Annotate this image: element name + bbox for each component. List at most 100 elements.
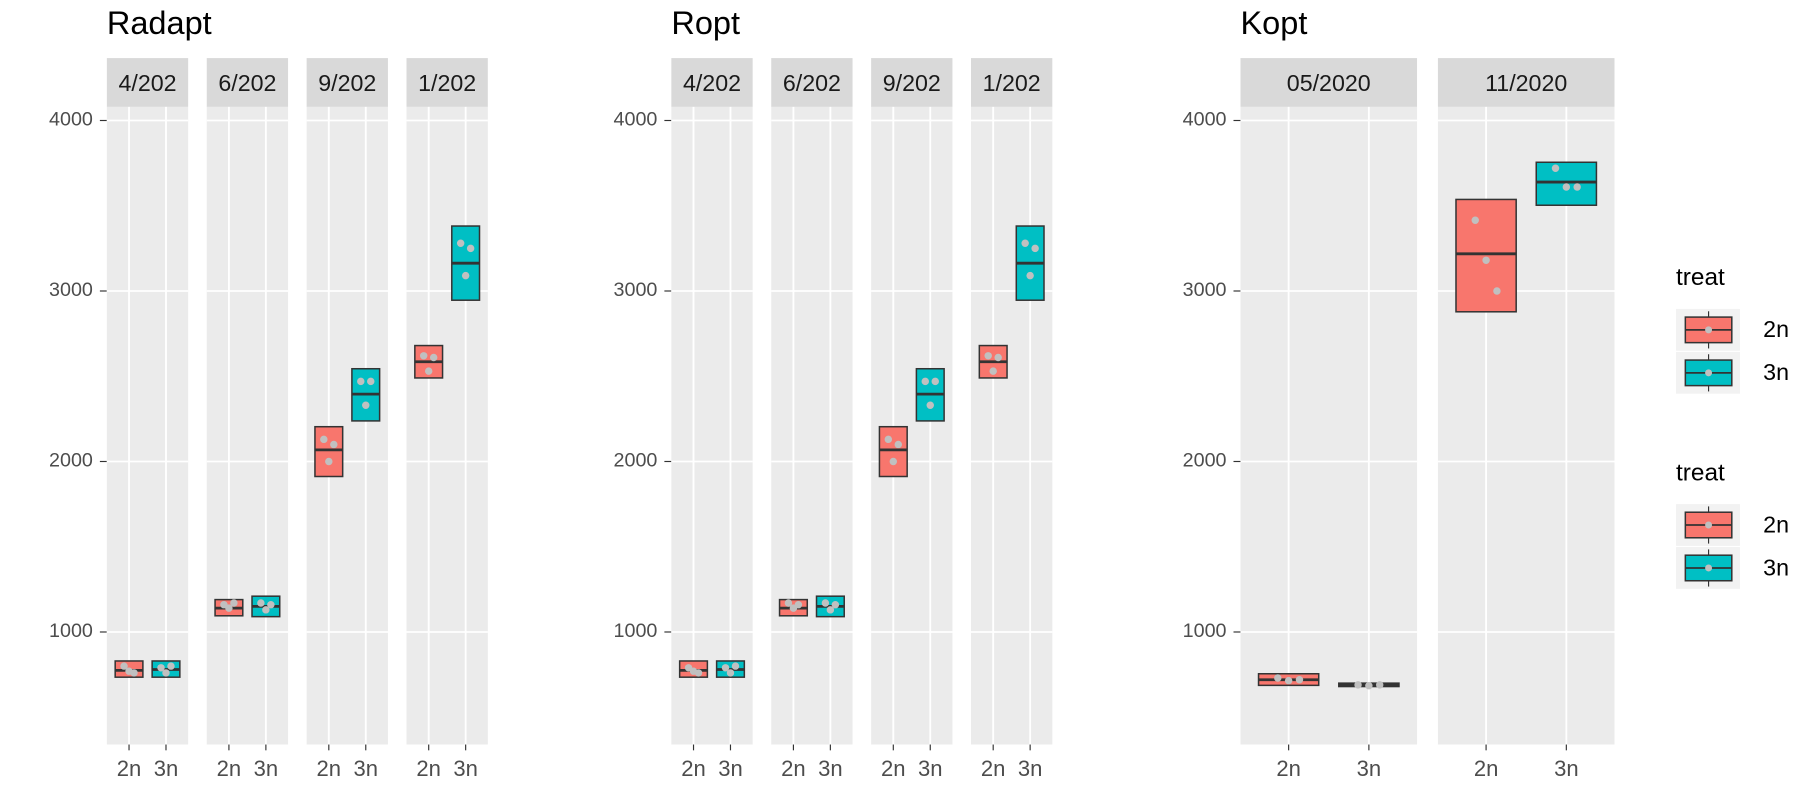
x-tick-label: 3n — [918, 756, 943, 781]
point — [424, 367, 433, 375]
strip-background — [771, 58, 853, 107]
point — [994, 353, 1002, 362]
point — [1021, 239, 1029, 247]
x-tick-label: 2n — [781, 756, 806, 781]
y-tick-label: 2000 — [49, 450, 93, 472]
y-tick-label: 3000 — [49, 279, 93, 301]
plot-area: Radapt 1000 2000 3000 4000 4/202 2n 3n 6/202 2n 3n… — [49, 5, 1789, 781]
panel-background — [871, 106, 953, 745]
strip-label: 6/202 — [783, 70, 841, 96]
chart-title: Ropt — [671, 5, 740, 41]
y-tick-label: 1000 — [1183, 620, 1227, 642]
x-tick-label: 2n — [1474, 756, 1499, 781]
strip-background — [871, 58, 953, 107]
x-tick-label: 3n — [453, 756, 478, 781]
point — [1365, 681, 1373, 690]
point — [157, 664, 165, 672]
legend-label: 2n — [1763, 511, 1789, 537]
strip-label: 11/2020 — [1485, 70, 1567, 96]
point — [230, 599, 238, 607]
box — [878, 425, 908, 478]
x-tick-label: 2n — [317, 756, 342, 781]
y-tick-label: 2000 — [1183, 450, 1227, 472]
point — [726, 669, 735, 677]
x-tick-label: 3n — [1018, 756, 1043, 781]
point — [721, 664, 730, 672]
point — [731, 662, 740, 670]
point — [419, 352, 428, 360]
point — [429, 353, 438, 362]
point — [357, 377, 365, 386]
x-tick-label: 2n — [1276, 756, 1301, 781]
strip-background — [306, 58, 388, 107]
strip-background — [971, 58, 1053, 107]
y-tick-label: 3000 — [1183, 279, 1227, 301]
point — [456, 239, 465, 247]
strip-background — [206, 58, 289, 107]
point — [367, 377, 375, 386]
point — [325, 457, 333, 466]
point — [262, 606, 270, 614]
box — [314, 425, 344, 478]
point — [362, 401, 370, 409]
panel-background — [971, 106, 1053, 745]
point — [1471, 216, 1479, 224]
point — [225, 604, 233, 612]
x-tick-label: 2n — [981, 756, 1006, 781]
point — [330, 440, 338, 449]
point — [320, 435, 328, 444]
point — [1482, 256, 1490, 265]
strip-label: 1/202 — [418, 70, 476, 96]
point — [120, 662, 128, 670]
y-tick-label: 4000 — [1183, 109, 1227, 131]
point — [1551, 164, 1560, 172]
x-tick-label: 3n — [818, 756, 843, 781]
point — [162, 669, 170, 677]
legend-label: 3n — [1763, 359, 1789, 385]
point — [1026, 271, 1034, 280]
strip-label: 1/202 — [983, 70, 1041, 96]
x-tick-label: 2n — [117, 756, 142, 781]
point — [889, 457, 898, 466]
panel-background — [206, 106, 289, 745]
point — [1274, 674, 1282, 682]
point — [784, 599, 793, 607]
x-tick-label: 3n — [1357, 756, 1382, 781]
x-tick-label: 2n — [681, 756, 706, 781]
point — [1375, 681, 1384, 689]
point — [921, 377, 929, 386]
point — [1031, 244, 1039, 253]
point — [826, 606, 835, 614]
point — [984, 352, 992, 360]
strip-label: 6/202 — [218, 70, 276, 96]
point — [1493, 287, 1501, 295]
strip-label: 05/2020 — [1287, 70, 1371, 96]
legend-point — [1705, 369, 1713, 377]
strip-background — [1437, 58, 1615, 107]
point — [167, 662, 175, 670]
strip-label: 4/202 — [683, 70, 741, 96]
point — [130, 669, 138, 677]
point — [466, 244, 475, 253]
x-tick-label: 2n — [881, 756, 906, 781]
point — [821, 599, 830, 607]
strip-label: 9/202 — [883, 70, 941, 96]
x-tick-label: 2n — [217, 756, 242, 781]
point — [694, 669, 703, 677]
chart-title: Kopt — [1240, 5, 1307, 41]
strip-background — [1240, 58, 1418, 107]
point — [926, 401, 934, 409]
point — [794, 600, 803, 609]
legend-title: treat — [1676, 264, 1725, 291]
point — [931, 377, 939, 386]
strip-label: 4/202 — [118, 70, 176, 96]
point — [989, 367, 997, 375]
strip-background — [106, 58, 189, 107]
legend-point — [1705, 326, 1713, 334]
point — [1573, 183, 1581, 191]
point — [884, 435, 893, 444]
strip-background — [406, 58, 488, 107]
x-tick-label: 3n — [718, 756, 743, 781]
panel-background — [771, 106, 853, 745]
